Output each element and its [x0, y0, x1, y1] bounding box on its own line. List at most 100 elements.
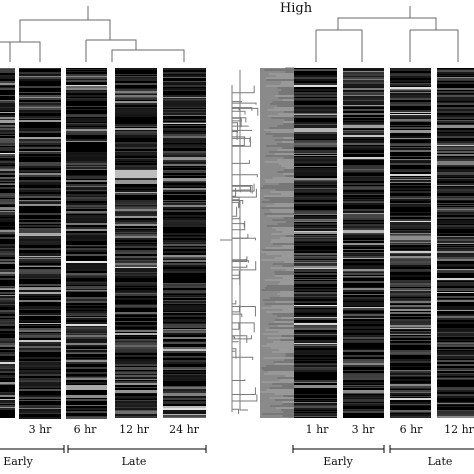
right-heatmap-column-0-cell: [294, 235, 337, 236]
left-heatmap-column-3-cell: [115, 294, 157, 296]
right-heatmap-column-1-cell: [343, 373, 384, 375]
left-heatmap-column-3-cell: [115, 336, 157, 337]
right-heatmap-column-1-cell: [343, 288, 384, 290]
right-heatmap-column-3-cell: [437, 344, 474, 345]
right-heatmap-column-3-cell: [437, 109, 474, 111]
right-heatmap-column-1-cell: [343, 318, 384, 319]
left-heatmap-column-4-cell: [163, 236, 206, 237]
left-heatmap-column-4-cell: [163, 307, 206, 308]
right-heatmap-column-3-cell: [437, 200, 474, 201]
row-dendrogram-branch: [232, 160, 250, 164]
left-heatmap-column-2-cell: [66, 405, 107, 406]
right-heatmap-column-3-cell: [437, 134, 474, 136]
left-heatmap-column-1-band: [19, 233, 61, 236]
right-heatmap-column-2-cell: [390, 371, 431, 372]
right-heatmap-column-3-cell: [437, 406, 474, 407]
right-heatmap-column-0-cell: [294, 345, 337, 346]
right-heatmap-column-3-cell: [437, 296, 474, 298]
left-heatmap-column-4-cell: [163, 257, 206, 258]
left-heatmap-column-2-cell: [66, 95, 107, 97]
left-heatmap-column-2-cell: [66, 166, 107, 167]
right-heatmap-column-1-cell: [343, 252, 384, 253]
left-heatmap-column-3-cell: [115, 209, 157, 211]
left-heatmap-column-4-cell: [163, 163, 206, 164]
right-heatmap-column-3-cell: [437, 159, 474, 161]
left-heatmap-column-4-cell: [163, 112, 206, 113]
right-heatmap-column-0-cell: [294, 140, 337, 142]
right-heatmap-column-0-cell: [294, 261, 337, 262]
left-heatmap-column-3-cell: [115, 76, 157, 77]
right-heatmap-column-0-cell: [294, 228, 337, 229]
right-heatmap-column-3-cell: [437, 70, 474, 71]
right-heatmap-column-2-cell: [390, 258, 431, 259]
right-heatmap-column-1-cell: [343, 258, 384, 259]
right-heatmap-column-3-cell: [437, 133, 474, 134]
right-heatmap-column-0-cell: [294, 328, 337, 330]
right-heatmap-column-3-cell: [437, 91, 474, 92]
right-heatmap-column-3-cell: [437, 241, 474, 243]
right-heatmap-column-3-cell: [437, 283, 474, 284]
left-heatmap-column-1-cell: [19, 156, 61, 157]
left-heatmap-column-4-cell: [163, 360, 206, 362]
left-heatmap-column-4-cell: [163, 81, 206, 82]
left-heatmap-column-3-cell: [115, 94, 157, 95]
right-heatmap-column-0-cell: [294, 237, 337, 238]
right-heatmap-column-2-cell: [390, 291, 431, 293]
left-heatmap-column-2-cell: [66, 305, 107, 306]
right-heatmap-column-2-cell: [390, 392, 431, 393]
left-heatmap-column-3-cell: [115, 135, 157, 137]
right-heatmap-column-3-cell: [437, 364, 474, 366]
left-heatmap-column-2-cell: [66, 99, 107, 101]
left-heatmap-column-4-cell: [163, 134, 206, 136]
left-heatmap-column-4-cell: [163, 374, 206, 375]
right-heatmap-column-1-cell: [343, 216, 384, 218]
right-heatmap-column-0-cell: [294, 368, 337, 370]
left-heatmap-column-1-cell: [19, 182, 61, 184]
left-heatmap-column-2-cell: [66, 71, 107, 72]
right-heatmap-column-0-cell: [294, 182, 337, 184]
left-heatmap-column-4-cell: [163, 97, 206, 98]
left-heatmap-column-4-cell: [163, 412, 206, 414]
right-heatmap-column-3-cell: [437, 316, 474, 318]
left-heatmap-column-1-cell: [19, 107, 61, 108]
right-heatmap-column-1-cell: [343, 362, 384, 363]
right-heatmap-column-2-cell: [390, 352, 431, 354]
right-heatmap-column-3-cell: [437, 103, 474, 105]
right-heatmap-column-0-cell: [294, 265, 337, 266]
left-heatmap-column-1-cell: [19, 77, 61, 79]
right-heatmap-column-0-cell: [294, 197, 337, 198]
left-heatmap-column-4-cell: [163, 125, 206, 126]
right-heatmap-column-1-cell: [343, 87, 384, 88]
row-dendrogram-branch: [232, 201, 240, 209]
left-heatmap-column-2-cell: [66, 417, 107, 419]
left-heatmap-column-4-cell: [163, 266, 206, 267]
left-heatmap-column-1-cell: [19, 306, 61, 308]
right-heatmap-column-3-cell: [437, 166, 474, 167]
right-heatmap-column-2-band: [390, 236, 431, 238]
left-heatmap-column-0-cell: [0, 100, 15, 101]
right-heatmap-column-2-cell: [390, 216, 431, 217]
left-heatmap-column-4-cell: [163, 75, 206, 77]
left-heatmap-column-2-cell: [66, 161, 107, 163]
right-heatmap-column-0-cell: [294, 238, 337, 239]
right-heatmap-column-2-cell: [390, 412, 431, 413]
right-heatmap-column-1-cell: [343, 376, 384, 378]
right-heatmap-column-3-cell: [437, 264, 474, 266]
left-heatmap-column-4-cell: [163, 271, 206, 273]
right-heatmap-column-1-cell: [343, 109, 384, 111]
row-dendrogram-branch: [232, 264, 248, 268]
left-heatmap-column-4-cell: [163, 113, 206, 115]
left-heatmap-column-0-cell: [0, 107, 15, 108]
right-heatmap-column-0-cell: [294, 195, 337, 197]
left-heatmap-column-0-cell: [0, 292, 15, 293]
left-heatmap-column-3-cell: [115, 162, 157, 163]
right-heatmap-column-1-cell: [343, 124, 384, 125]
right-heatmap-column-0-cell: [294, 360, 337, 361]
left-heatmap-column-0-cell: [0, 296, 15, 298]
right-heatmap-column-2-cell: [390, 97, 431, 98]
left-heatmap-column-1-cell: [19, 74, 61, 75]
left-heatmap-column-0-cell: [0, 232, 15, 234]
left-heatmap-column-0-cell: [0, 70, 15, 71]
left-heatmap-column-3-cell: [115, 103, 157, 104]
row-dendrogram-branch: [232, 185, 253, 194]
